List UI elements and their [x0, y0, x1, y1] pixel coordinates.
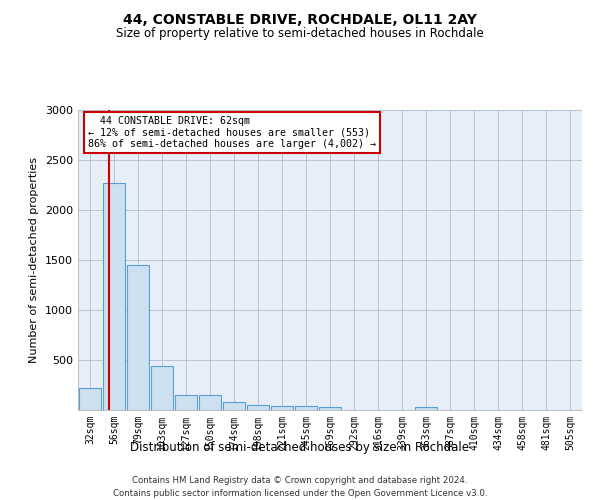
Bar — [79, 388, 101, 410]
Text: Distribution of semi-detached houses by size in Rochdale: Distribution of semi-detached houses by … — [131, 441, 470, 454]
Bar — [127, 265, 149, 410]
Text: Size of property relative to semi-detached houses in Rochdale: Size of property relative to semi-detach… — [116, 28, 484, 40]
Bar — [223, 402, 245, 410]
Bar — [319, 407, 341, 410]
Bar — [151, 366, 173, 410]
Text: 44 CONSTABLE DRIVE: 62sqm
← 12% of semi-detached houses are smaller (553)
86% of: 44 CONSTABLE DRIVE: 62sqm ← 12% of semi-… — [88, 116, 376, 149]
Bar — [295, 406, 317, 410]
Bar — [271, 406, 293, 410]
Bar — [415, 407, 437, 410]
Text: 44, CONSTABLE DRIVE, ROCHDALE, OL11 2AY: 44, CONSTABLE DRIVE, ROCHDALE, OL11 2AY — [123, 12, 477, 26]
Text: Contains HM Land Registry data © Crown copyright and database right 2024.
Contai: Contains HM Land Registry data © Crown c… — [113, 476, 487, 498]
Bar — [103, 183, 125, 410]
Bar — [175, 394, 197, 410]
Bar — [199, 394, 221, 410]
Bar — [247, 404, 269, 410]
Y-axis label: Number of semi-detached properties: Number of semi-detached properties — [29, 157, 40, 363]
